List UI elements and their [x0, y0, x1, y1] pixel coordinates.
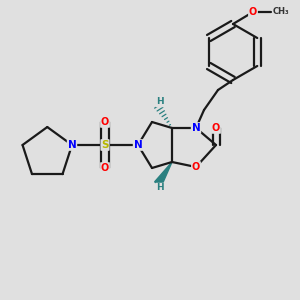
Text: CH₃: CH₃ [273, 8, 290, 16]
Text: N: N [134, 140, 142, 150]
Text: O: O [101, 163, 109, 173]
Text: N: N [192, 123, 200, 133]
Text: H: H [156, 98, 164, 106]
Text: N: N [68, 140, 76, 150]
Text: S: S [101, 140, 109, 150]
Text: O: O [212, 123, 220, 133]
Text: O: O [249, 7, 257, 17]
Text: H: H [156, 184, 164, 193]
Polygon shape [154, 162, 172, 186]
Text: O: O [101, 117, 109, 127]
Text: O: O [192, 162, 200, 172]
